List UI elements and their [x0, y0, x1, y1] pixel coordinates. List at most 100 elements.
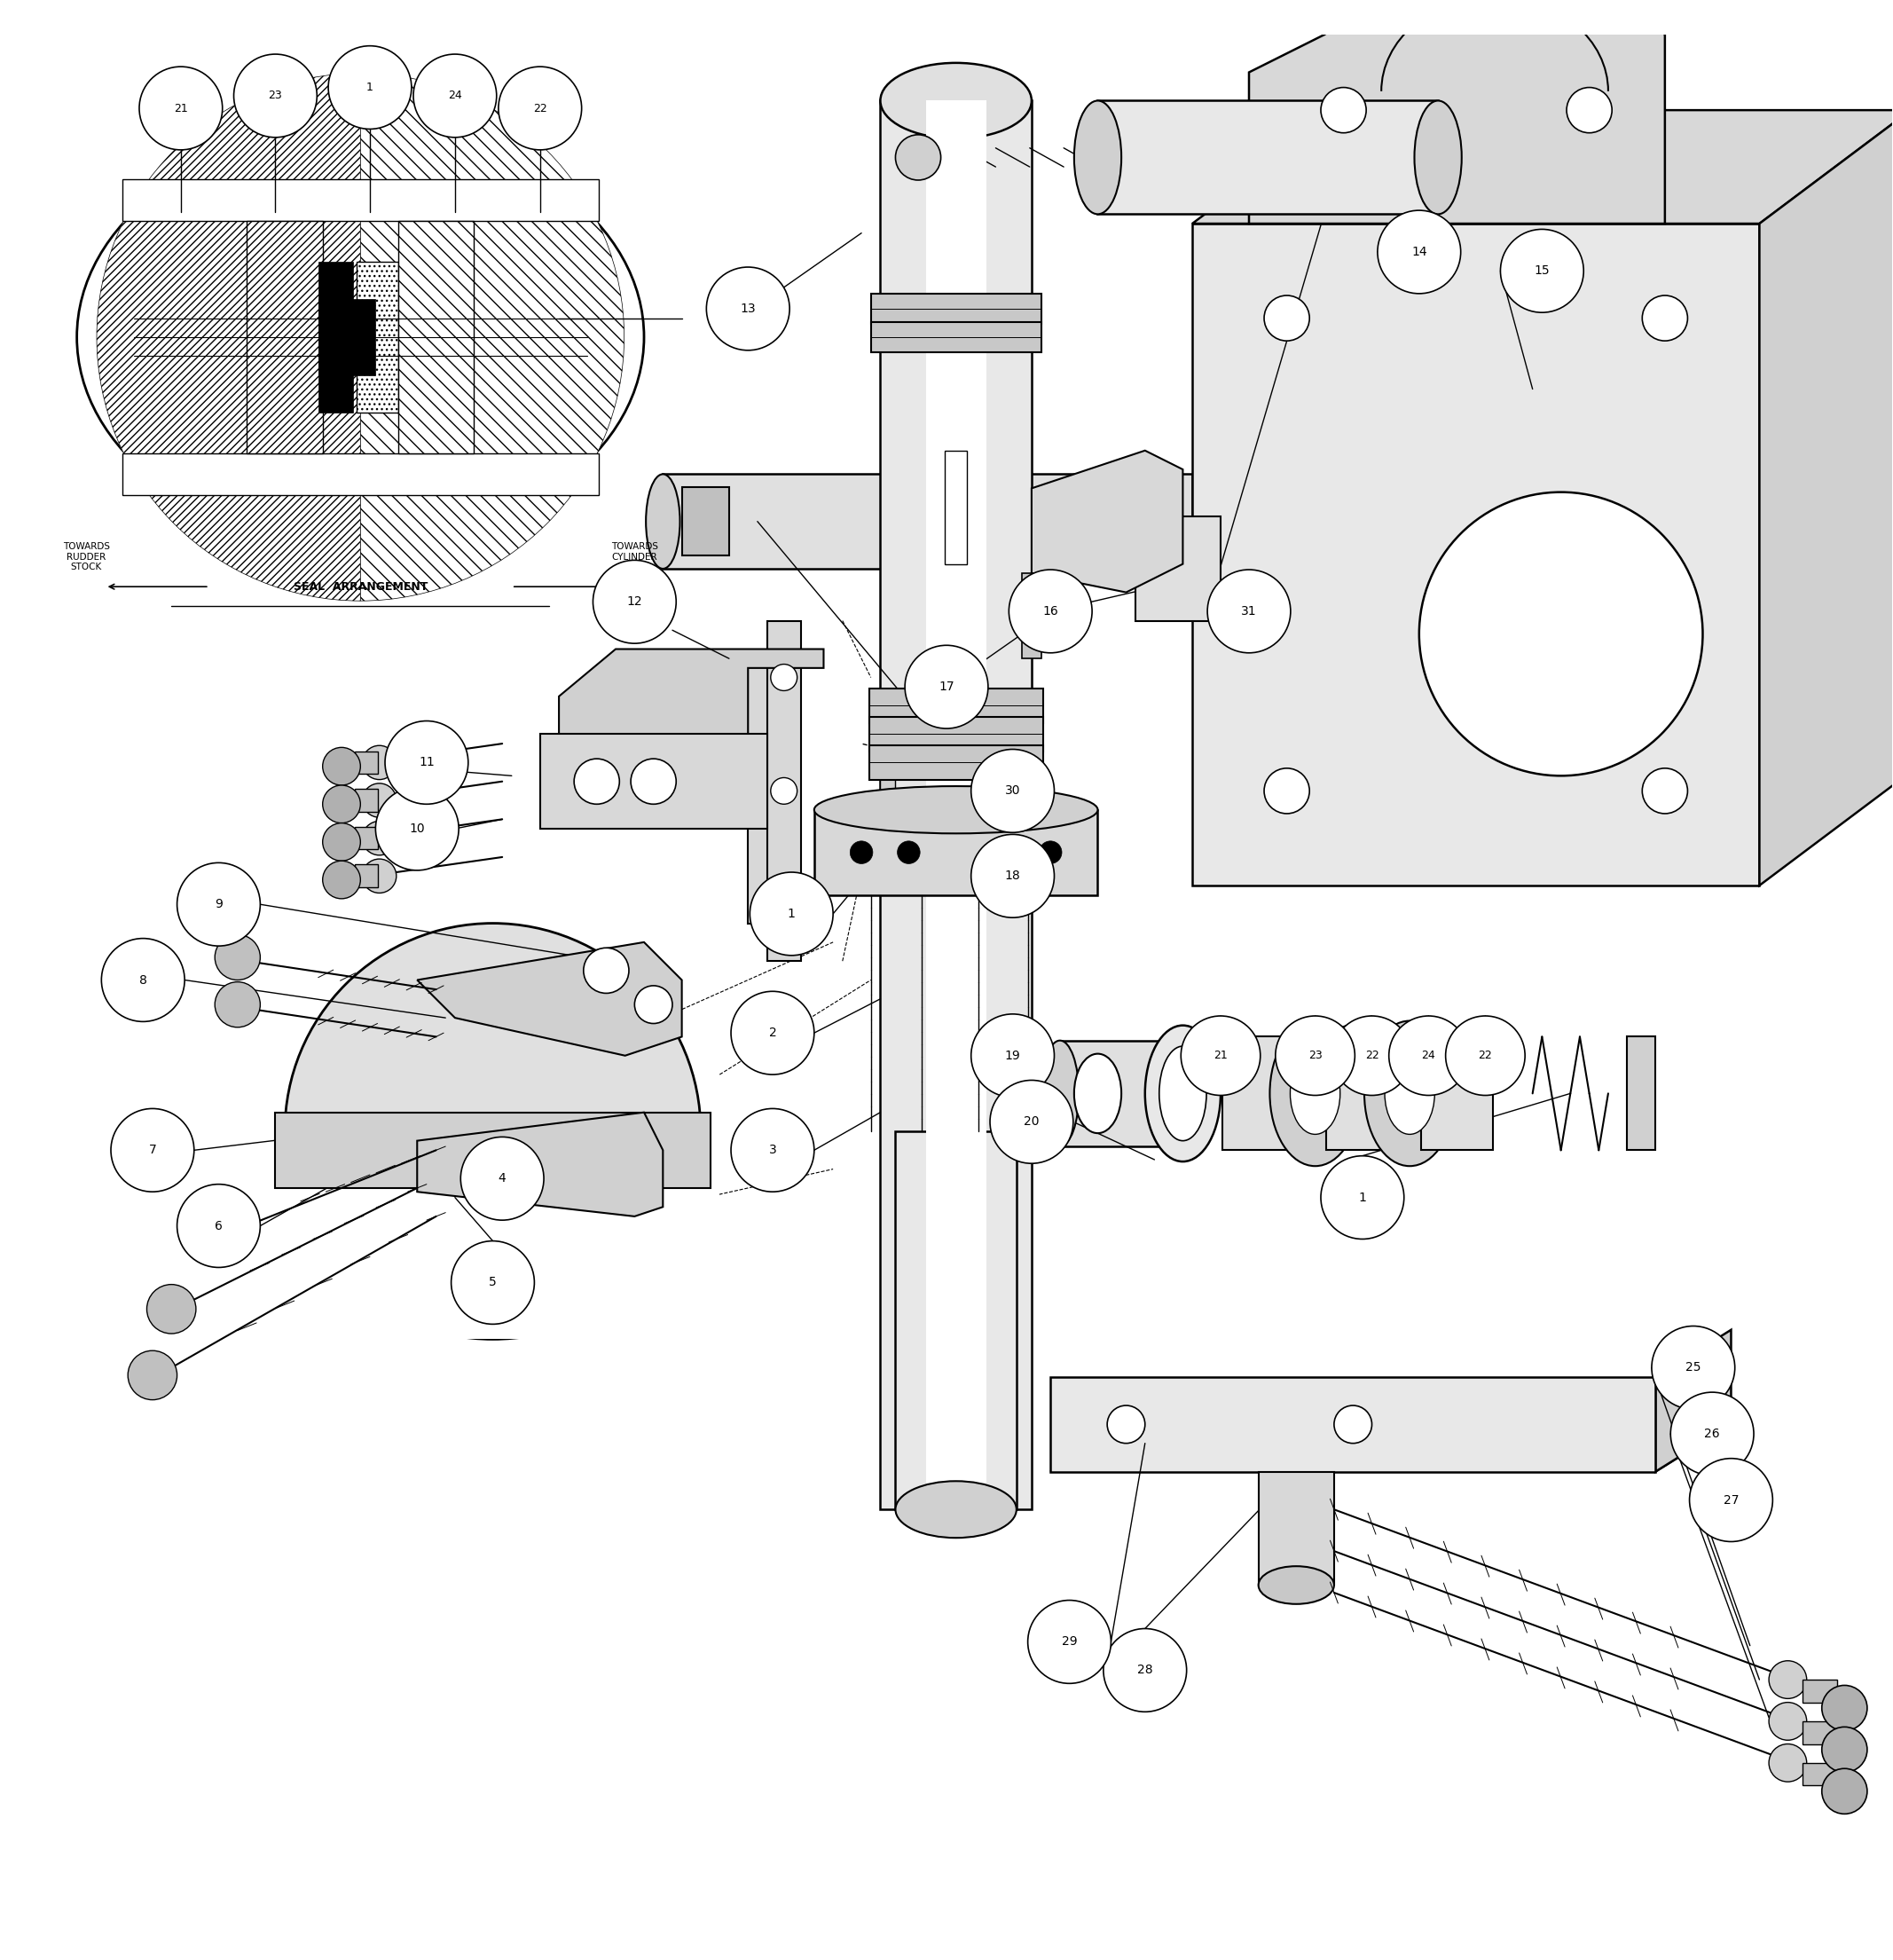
Circle shape	[1501, 229, 1584, 312]
Circle shape	[897, 841, 920, 864]
Bar	[1136, 517, 1221, 621]
Circle shape	[731, 992, 814, 1074]
Circle shape	[112, 1109, 195, 1192]
Polygon shape	[1051, 1425, 1730, 1472]
Bar	[1802, 1680, 1836, 1703]
Bar	[246, 221, 322, 453]
Circle shape	[1689, 1458, 1772, 1543]
Text: 13: 13	[740, 302, 755, 316]
Text: 16: 16	[1043, 606, 1058, 617]
Circle shape	[1028, 1599, 1111, 1684]
Circle shape	[731, 1109, 814, 1192]
Text: 22: 22	[1478, 1051, 1492, 1062]
Circle shape	[770, 892, 797, 917]
Text: 26: 26	[1704, 1427, 1721, 1441]
Text: 7: 7	[148, 1145, 157, 1156]
Polygon shape	[1193, 110, 1893, 223]
Bar	[871, 294, 1041, 323]
Text: 14: 14	[1412, 245, 1427, 259]
Bar	[318, 300, 375, 374]
Text: 21: 21	[174, 102, 187, 114]
Circle shape	[990, 1080, 1073, 1164]
Text: 9: 9	[214, 898, 223, 911]
Bar	[1259, 1472, 1335, 1586]
Bar	[540, 735, 767, 829]
Text: 6: 6	[214, 1219, 223, 1233]
Circle shape	[634, 986, 672, 1023]
Bar	[880, 725, 895, 800]
Circle shape	[593, 561, 676, 643]
Circle shape	[1333, 1015, 1412, 1096]
Circle shape	[1499, 0, 1567, 12]
Circle shape	[178, 862, 259, 947]
Circle shape	[895, 135, 941, 180]
Circle shape	[971, 749, 1054, 833]
Text: 11: 11	[418, 757, 435, 768]
Text: 23: 23	[269, 90, 282, 102]
Circle shape	[1768, 1660, 1806, 1699]
Bar	[748, 659, 795, 923]
Polygon shape	[663, 474, 1193, 568]
Bar	[871, 321, 1041, 353]
Circle shape	[630, 759, 676, 804]
Text: 1: 1	[787, 907, 795, 919]
Circle shape	[140, 67, 221, 149]
Circle shape	[1821, 1686, 1866, 1731]
Circle shape	[1335, 1405, 1372, 1443]
Ellipse shape	[1270, 1021, 1361, 1166]
Circle shape	[1643, 768, 1687, 813]
Ellipse shape	[895, 1482, 1017, 1539]
Text: 22: 22	[534, 102, 547, 114]
Text: 24: 24	[449, 90, 462, 102]
Text: 17: 17	[939, 680, 954, 694]
Text: 4: 4	[498, 1172, 505, 1184]
Circle shape	[413, 55, 496, 137]
Circle shape	[1821, 1727, 1866, 1772]
Text: 15: 15	[1533, 265, 1550, 276]
Bar	[1628, 1037, 1656, 1151]
Bar	[880, 100, 1032, 1509]
Text: 19: 19	[1005, 1049, 1020, 1062]
Ellipse shape	[1073, 100, 1121, 214]
Circle shape	[178, 1184, 259, 1268]
Wedge shape	[97, 73, 360, 602]
Circle shape	[1009, 570, 1092, 653]
Circle shape	[102, 939, 186, 1021]
Circle shape	[1389, 1015, 1469, 1096]
Bar	[354, 827, 377, 849]
Polygon shape	[1759, 110, 1893, 886]
Circle shape	[129, 1350, 178, 1399]
Text: 2: 2	[769, 1027, 776, 1039]
Circle shape	[233, 55, 316, 137]
Circle shape	[1768, 1744, 1806, 1782]
Circle shape	[1104, 1629, 1187, 1711]
Text: 25: 25	[1685, 1362, 1702, 1374]
Polygon shape	[1249, 0, 1666, 223]
Circle shape	[216, 935, 259, 980]
Text: 29: 29	[1062, 1637, 1077, 1648]
Bar	[318, 261, 352, 414]
Circle shape	[1768, 1703, 1806, 1740]
Ellipse shape	[1365, 1021, 1456, 1166]
Circle shape	[322, 860, 360, 900]
Text: TOWARDS
RUDDER
STOCK: TOWARDS RUDDER STOCK	[62, 543, 110, 572]
Circle shape	[1265, 768, 1310, 813]
Text: 10: 10	[409, 823, 424, 835]
Bar	[681, 488, 729, 555]
Text: 1: 1	[367, 82, 373, 94]
Circle shape	[1276, 1015, 1355, 1096]
Circle shape	[770, 664, 797, 690]
Ellipse shape	[880, 63, 1032, 139]
Bar	[1098, 100, 1439, 214]
Bar	[1802, 1721, 1836, 1744]
Circle shape	[750, 872, 833, 955]
Bar	[895, 1131, 1017, 1509]
Bar	[869, 688, 1043, 723]
Bar	[1223, 1037, 1295, 1151]
Bar	[869, 717, 1043, 751]
Circle shape	[1208, 570, 1291, 653]
Bar	[354, 864, 377, 888]
Text: 1: 1	[1359, 1192, 1367, 1203]
Circle shape	[1446, 1015, 1526, 1096]
Bar	[274, 1113, 710, 1188]
